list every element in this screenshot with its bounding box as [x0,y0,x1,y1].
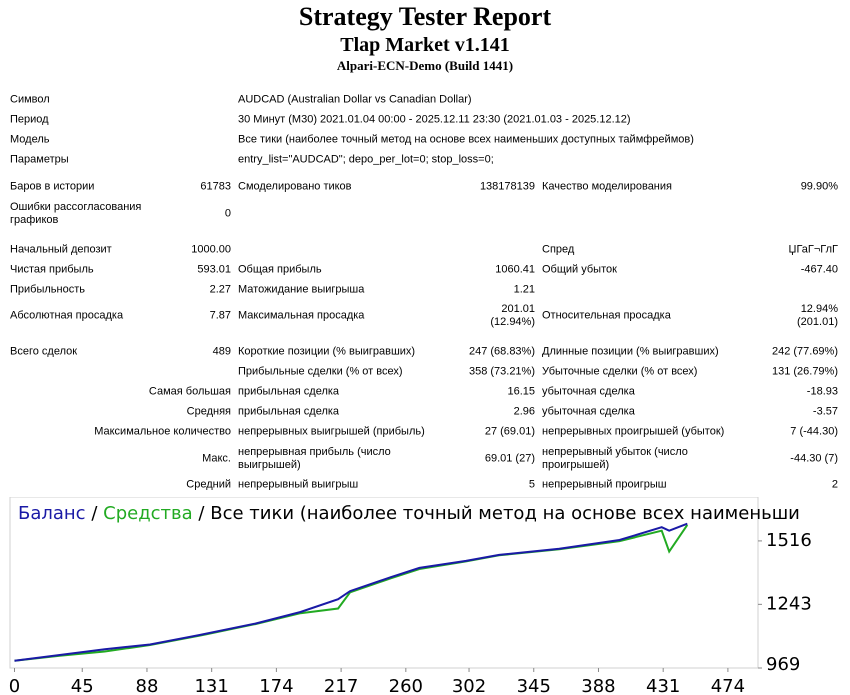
series-line [14,522,688,662]
stat-value: 138178139 [479,180,535,193]
x-tick-label: 388 [581,676,615,695]
stat-label: Относительная просадка [542,309,671,322]
x-tick-label: 345 [517,676,551,695]
stat-value: Самая большая [148,385,231,398]
stat-value: 1.21 [513,283,535,296]
stat-label: Спред [542,243,575,256]
stat-label: Абсолютная просадка [10,309,124,322]
stat-label: непрерывная прибыль (число выигрышей) [238,446,391,471]
stat-value: -18.93 [806,385,838,398]
report-build: Alpari-ECN-Demo (Build 1441) [336,58,514,73]
stat-value: 593.01 [197,263,231,276]
stat-label: Длинные позиции (% выигравших) [542,345,719,358]
stat-label: Короткие позиции (% выигравших) [238,345,416,358]
stat-value: -3.57 [812,405,838,418]
stat-label: Всего сделок [10,345,78,358]
legend-balance: Баланс [18,503,86,524]
stat-value: 242 (77.69%) [771,345,838,358]
y-tick-label: 969 [766,654,800,675]
info-label: Период [10,113,49,126]
stat-label: Общий убыток [542,263,617,276]
stat-value: 5 [528,478,535,491]
stat-value: 16.15 [507,385,535,398]
stat-label: Прибыльные сделки (% от всех) [238,365,403,378]
x-tick-label: 431 [646,676,680,695]
legend-separator: / [91,503,98,524]
stat-value: 2.96 [513,405,535,418]
x-tick-label: 217 [324,676,358,695]
chart-legend: Баланс / Средства / Все тики (наиболее т… [18,503,800,524]
legend-equity: Средства [103,503,193,524]
stat-label: прибыльная сделка [238,385,340,398]
stat-label: Начальный депозит [10,243,112,256]
stat-label: Смоделировано тиков [238,180,352,193]
stat-value: 358 (73.21%) [468,365,535,378]
stat-value: 69.01 (27) [484,452,535,465]
x-tick-label: 131 [194,676,228,695]
stat-value: 247 (68.83%) [468,345,535,358]
stat-value: Средняя [186,405,231,418]
x-tick-label: 174 [259,676,293,695]
info-label: Символ [10,93,50,106]
stat-value: 131 (26.79%) [771,365,838,378]
stat-label: Баров в истории [10,180,95,193]
stat-value: 12.94% (201.01) [797,303,838,328]
stat-value: 2 [831,478,838,491]
x-tick-label: 88 [136,676,159,695]
chart: Баланс / Средства / Все тики (наиболее т… [9,497,812,695]
legend-separator: / [198,503,205,524]
info-label: Модель [10,133,50,146]
stat-value: 0 [224,207,231,220]
stat-value: 7 (-44.30) [790,425,838,438]
legend-model: Все тики (наиболее точный метод на основ… [210,503,800,524]
stat-label: непрерывный убыток (число проигрышей) [542,446,688,471]
stat-label: Общая прибыль [238,263,322,276]
stat-value: -44.30 (7) [790,452,838,465]
x-tick-label: 302 [452,676,486,695]
stat-label: Максимальная просадка [238,309,365,322]
stat-value: 1000.00 [191,243,231,256]
x-tick-label: 0 [9,676,20,695]
stat-value: 489 [212,345,231,358]
stat-label: Прибыльность [10,283,85,296]
stat-label: Чистая прибыль [10,263,94,276]
stat-value: Макс. [202,452,231,465]
stat-value: 201.01 (12.94%) [490,303,535,328]
x-tick-label: 45 [71,676,94,695]
stat-label: убыточная сделка [542,385,635,398]
stat-value: 2.27 [209,283,231,296]
stat-value: 99.90% [800,180,838,193]
stat-label: убыточная сделка [542,405,635,418]
stat-value: 1060.41 [495,263,535,276]
report-title: Strategy Tester Report [298,2,552,31]
stat-value: ЏГаГ¬ГлГ [788,243,838,256]
x-tick-label: 260 [389,676,423,695]
stat-label: Матожидание выигрыша [238,283,365,296]
info-label: Параметры [10,153,69,166]
info-value: entry_list="AUDCAD"; depo_per_lot=0; sto… [238,153,494,166]
stat-value: Средний [186,478,231,491]
stat-value: 7.87 [209,309,231,322]
stat-value: 61783 [200,180,231,193]
stat-value: Максимальное количество [94,425,231,438]
info-value: Все тики (наиболее точный метод на основ… [238,133,694,146]
stat-label: Убыточные сделки (% от всех) [542,365,698,378]
info-value: AUDCAD (Australian Dollar vs Canadian Do… [238,93,472,106]
y-tick-label: 1516 [766,530,812,551]
stat-label: непрерывных выигрышей (прибыль) [238,425,425,438]
stat-label: непрерывных проигрышей (убыток) [542,425,725,438]
plot-frame [9,497,759,669]
stat-label: Ошибки рассогласования графиков [10,201,142,226]
stat-label: прибыльная сделка [238,405,340,418]
stat-value: 27 (69.01) [484,425,535,438]
stat-label: непрерывный проигрыш [542,478,667,491]
y-tick-label: 1243 [766,593,812,614]
report-subtitle: Tlap Market v1.141 [340,34,510,56]
stat-label: Качество моделирования [542,180,672,193]
stat-value: -467.40 [800,263,838,276]
x-tick-label: 474 [711,676,745,695]
info-value: 30 Минут (M30) 2021.01.04 00:00 - 2025.1… [238,113,631,126]
stat-label: непрерывный выигрыш [238,478,359,491]
